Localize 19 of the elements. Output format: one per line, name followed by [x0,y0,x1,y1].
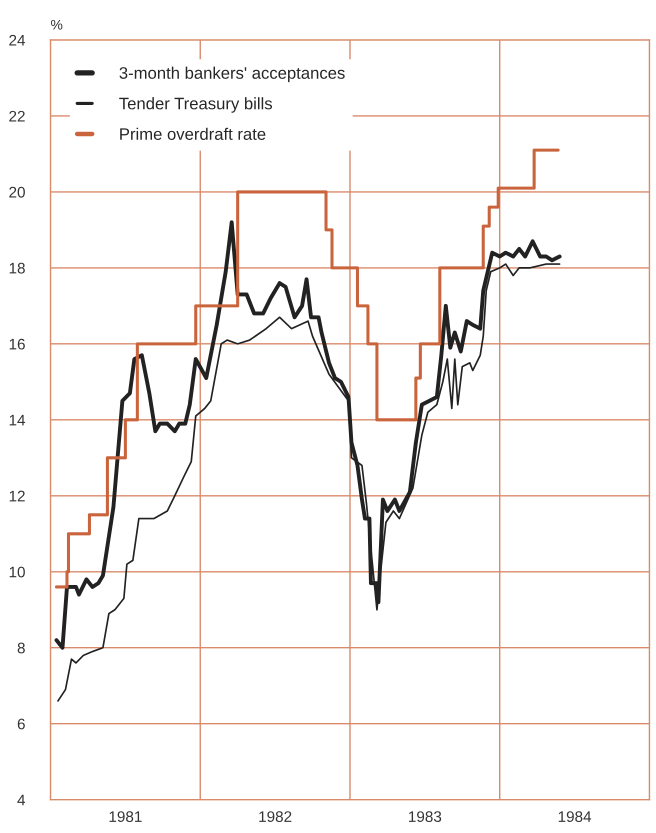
y-tick-label: 10 [10,566,25,578]
y-tick-label: 18 [10,262,25,274]
y-tick-label: 14 [10,414,26,426]
y-tick-label: 24 [9,34,26,46]
legend-label: Tender Treasury bills [119,97,272,113]
legend-label: Prime overdraft rate [120,128,266,140]
y-tick-label: 22 [9,110,25,122]
y-tick-label: 8 [18,642,25,654]
x-tick-label: 1984 [558,811,592,822]
y-tick-label: 20 [9,186,25,198]
y-tick-label: 6 [18,718,25,730]
x-tick-label: 1981 [110,811,142,822]
y-tick-label: 12 [10,490,25,502]
legend-label: 3-month bankers' acceptances [119,66,345,82]
x-tick-label: 1983 [409,811,442,822]
y-axis-title: % [51,20,62,30]
y-tick-label: 4 [17,794,26,806]
y-tick-label: 16 [10,338,25,350]
x-tick-label: 1982 [259,811,292,822]
